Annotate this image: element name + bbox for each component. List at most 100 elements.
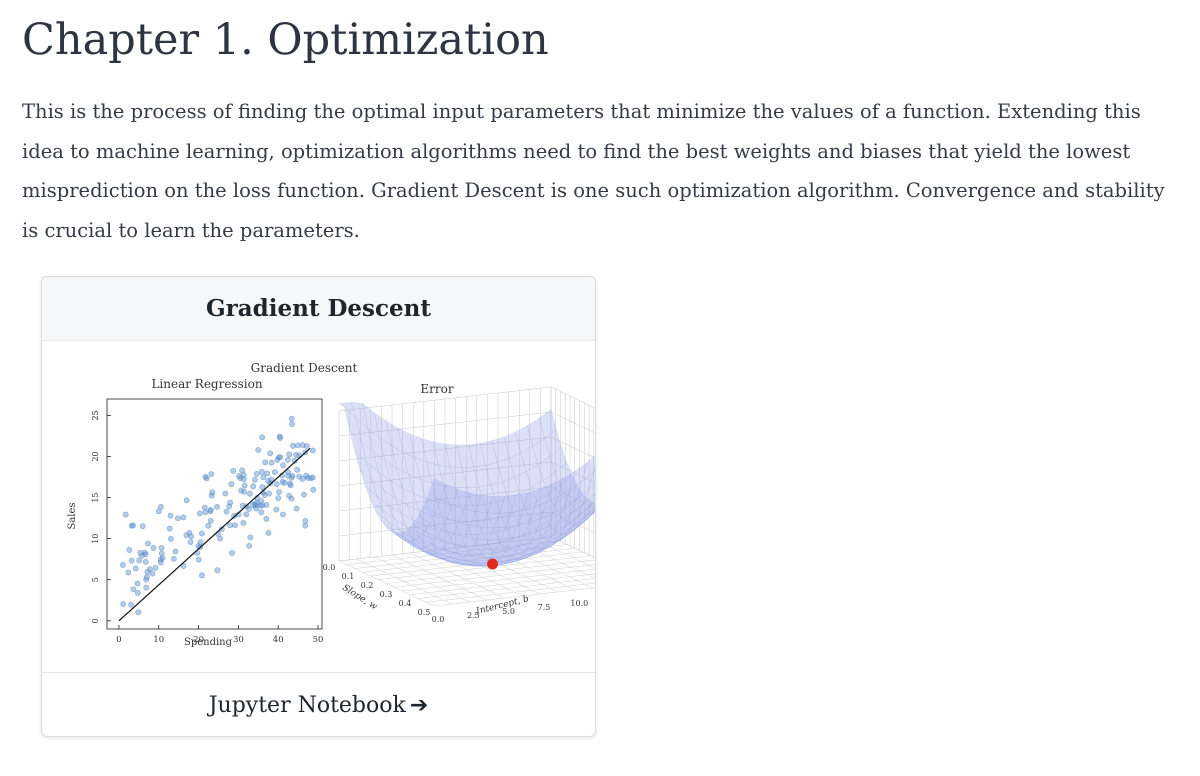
- surface-patch: [401, 487, 420, 512]
- surface-patch: [349, 429, 367, 463]
- scatter-point: [120, 561, 126, 568]
- surface-patch: [423, 524, 442, 542]
- surface-patch: [593, 466, 595, 473]
- surface-patch: [366, 461, 385, 491]
- surface-patch: [391, 445, 409, 475]
- scatter-point: [288, 415, 295, 422]
- surface-axes-box: [338, 386, 595, 607]
- surface-patch: [524, 537, 543, 552]
- surface-patch: [518, 531, 537, 547]
- surface-patch: [511, 534, 530, 547]
- surface-patch: [558, 503, 577, 521]
- surface-patch: [470, 511, 488, 528]
- surface-patch: [476, 527, 495, 541]
- scatter-point: [259, 434, 266, 441]
- surface-patch: [522, 546, 541, 555]
- scatter-point: [253, 471, 260, 477]
- surface-patch: [578, 507, 595, 526]
- wall-grid-line: [338, 511, 595, 537]
- scatter-point: [302, 517, 309, 524]
- floor-grid-line: [433, 587, 595, 607]
- surface-patch: [530, 512, 548, 530]
- slope-tick-label: 0.1: [342, 572, 355, 581]
- surface-patch: [542, 519, 560, 539]
- surface-patch: [437, 548, 456, 558]
- surface-patch: [457, 562, 475, 567]
- surface-patch: [514, 471, 532, 494]
- surface-patch: [575, 499, 594, 514]
- surface-patch: [430, 514, 449, 533]
- scatter-point: [208, 471, 215, 477]
- surface-patch: [445, 559, 463, 566]
- scatter-point: [286, 451, 293, 458]
- scatter-point: [130, 586, 137, 593]
- scatter-point: [157, 556, 164, 563]
- slope-tick-label: 0.5: [418, 608, 431, 617]
- surface-patch: [412, 516, 431, 532]
- arrow-right-icon: ➔: [409, 692, 429, 718]
- surface-patch: [434, 499, 453, 519]
- scatter-point: [250, 483, 257, 490]
- surface-patch: [489, 548, 508, 558]
- jupyter-notebook-link[interactable]: Jupyter Notebook ➔: [209, 693, 429, 718]
- surface-patch: [367, 428, 386, 461]
- surface-patch: [438, 558, 457, 563]
- surface-patch: [576, 471, 594, 500]
- surface-patch: [424, 523, 443, 538]
- surface-patch: [550, 533, 569, 543]
- surface-patch: [440, 541, 459, 554]
- surface-patch: [417, 532, 436, 548]
- surface-patch: [482, 532, 501, 545]
- scatter-point: [263, 502, 270, 508]
- scatter-point: [276, 433, 283, 440]
- surface-patch: [502, 557, 521, 565]
- x-tick-label: 10: [153, 635, 164, 645]
- surface-patch: [431, 552, 451, 560]
- surface-patch: [446, 550, 465, 561]
- intercept-tick-label: 5.0: [502, 607, 515, 616]
- surface-patch: [522, 488, 541, 511]
- scatter-point: [126, 547, 133, 553]
- surface-patch: [417, 505, 436, 524]
- surface-patch: [408, 473, 426, 499]
- error-surface: [338, 401, 595, 567]
- surface-patch: [518, 519, 536, 535]
- scatter-point: [258, 498, 265, 504]
- surface-patch: [503, 431, 522, 459]
- surface-patch: [463, 492, 482, 512]
- scatter-point: [167, 512, 174, 519]
- scatter-point: [259, 502, 266, 509]
- surface-patch: [400, 512, 419, 533]
- scatter-point: [262, 459, 269, 466]
- surface-patch: [371, 480, 390, 507]
- figure: Gradient Descent Linear Regression 0 10 20…: [42, 341, 595, 671]
- scatter-point: [143, 576, 150, 583]
- surface-patch: [516, 541, 535, 553]
- surface-patch: [523, 517, 542, 536]
- scatter-point: [310, 486, 317, 493]
- scatter-point: [279, 478, 286, 485]
- surface-patch: [515, 554, 534, 560]
- scatter-point: [280, 511, 286, 518]
- surface-patch: [582, 483, 595, 505]
- surface-patch: [419, 478, 438, 503]
- scatter-point: [241, 488, 248, 495]
- scatter-point: [260, 474, 267, 481]
- surface-patch: [439, 554, 458, 563]
- surface-patch: [389, 479, 408, 506]
- scatter-point: [139, 523, 146, 530]
- scatter-point: [258, 509, 265, 516]
- scatter-point: [207, 506, 214, 513]
- scatter-point: [167, 535, 174, 542]
- scatter-point: [302, 522, 309, 529]
- wall-grid-line: [338, 411, 595, 437]
- surface-patch: [488, 542, 506, 554]
- surface-patch: [525, 464, 544, 488]
- surface-patch: [509, 557, 527, 564]
- surface-patch: [398, 535, 416, 548]
- scatter-point: [158, 544, 165, 551]
- scatter-point: [174, 515, 181, 522]
- surface-patch: [399, 529, 417, 545]
- surface-patch: [414, 457, 433, 484]
- scatter-point: [267, 480, 274, 487]
